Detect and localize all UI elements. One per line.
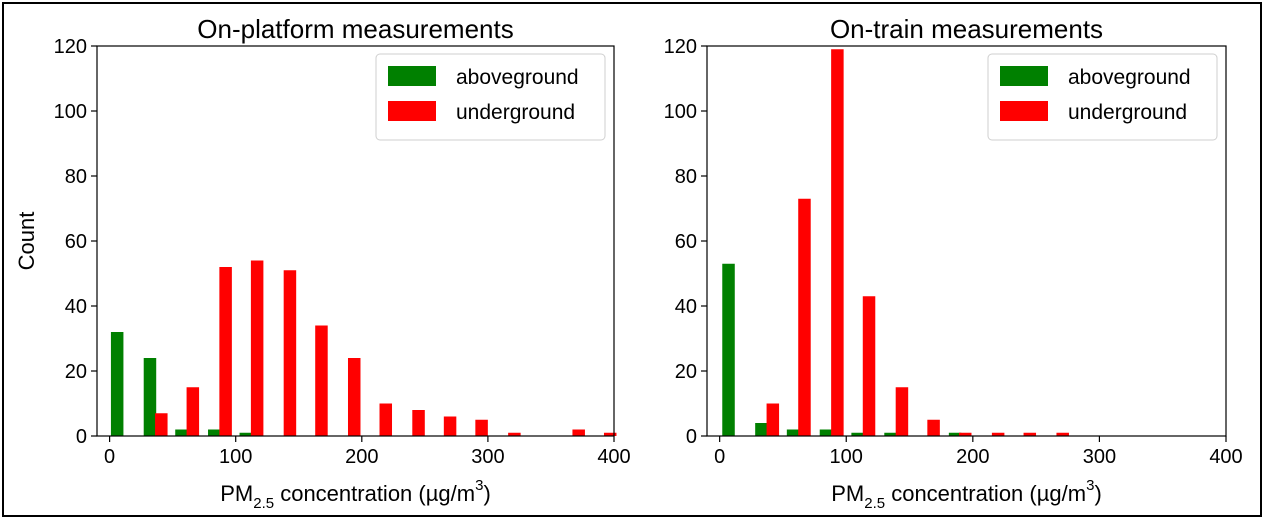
bar-underground-245 [1023,432,1037,436]
legend-swatch-aboveground [388,66,436,86]
bar-aboveground-84 [819,429,833,436]
bar-underground-117 [250,260,264,436]
y-tick-label: 60 [65,231,87,253]
bar-aboveground-58 [786,429,800,436]
x-axis-label: PM2.5 concentration (µg/m3) [220,477,491,512]
bar-underground-271 [1056,432,1069,436]
x-tick-label: 200 [956,446,989,468]
y-tick-label: 80 [65,166,87,188]
x-tick-label: 300 [1083,446,1116,468]
legend-swatch-underground [1000,101,1048,121]
y-tick-label: 60 [675,231,697,253]
series-underground [766,49,1069,436]
y-tick-label: 100 [664,101,697,123]
x-tick-label: 400 [597,446,630,468]
legend-label-aboveground: aboveground [456,66,579,89]
x-tick-label: 300 [471,446,504,468]
bar-aboveground-33 [755,423,768,436]
bar-underground-194 [958,432,972,436]
bar-underground-397 [603,432,617,436]
x-tick-label: 100 [830,446,863,468]
x-tick-label: 100 [219,446,252,468]
x-tick-label: 200 [345,446,378,468]
chart-panel-2: 0 100 200 300 400 0 20 40 60 80 100 120 On-train mea… [664,14,1243,512]
chart-title: On-train measurements [830,14,1103,44]
y-tick-label: 40 [675,296,697,318]
bar-underground-118 [862,296,876,436]
y-axis-label: Count [14,212,39,271]
bar-underground-93 [831,49,844,436]
series-aboveground [110,332,253,436]
x-tick-label: 0 [714,446,725,468]
bar-underground-92 [219,267,232,436]
series-underground [155,260,617,436]
bar-aboveground-83 [208,429,221,436]
legend-label-underground: underground [456,101,575,124]
x-axis-label: PM2.5 concentration (µg/m3) [831,477,1102,512]
bar-underground-67 [798,198,811,436]
bar-underground-144 [895,387,909,436]
y-tick-label: 20 [65,361,87,383]
y-tick-label: 0 [686,426,697,448]
legend-label-aboveground: aboveground [1068,66,1191,89]
bar-aboveground-108 [239,432,253,436]
bar-underground-321 [508,432,521,436]
chart-title: On-platform measurements [197,14,513,44]
bar-aboveground-135 [884,432,897,436]
bar-underground-245 [412,410,425,436]
legend: aboveground underground [375,53,606,141]
bar-aboveground-7 [722,263,735,436]
x-tick-label: 400 [1209,446,1242,468]
bar-underground-220 [991,432,1005,436]
bar-underground-66 [186,387,200,436]
y-tick-label: 40 [65,296,87,318]
bar-underground-372 [572,429,585,436]
y-tick-label: 0 [76,426,87,448]
legend-swatch-aboveground [1000,66,1048,86]
bar-underground-295 [475,419,488,436]
y-tick-label: 100 [54,101,87,123]
bar-underground-270 [443,416,457,436]
bar-underground-41 [155,413,168,436]
legend-label-underground: underground [1068,101,1187,124]
bar-underground-194 [347,358,361,436]
bar-aboveground-57 [175,429,188,436]
series-aboveground [722,263,962,436]
bar-aboveground-186 [948,432,962,436]
bar-underground-219 [379,403,393,436]
legend-swatch-underground [388,101,436,121]
bar-underground-168 [315,325,328,436]
x-tick-label: 0 [104,446,115,468]
bar-underground-169 [927,419,940,436]
bar-underground-42 [766,403,780,436]
y-tick-label: 120 [664,36,697,58]
y-tick-label: 80 [675,166,697,188]
chart-panel-1: 0 100 200 300 400 0 20 40 60 80 100 120 On-platform … [14,14,631,512]
bar-aboveground-32 [143,358,157,436]
bar-aboveground-109 [851,432,864,436]
bar-underground-143 [283,270,297,436]
legend: aboveground underground [987,53,1218,141]
y-tick-label: 20 [675,361,697,383]
bar-aboveground-6 [110,332,124,436]
y-tick-label: 120 [54,36,87,58]
